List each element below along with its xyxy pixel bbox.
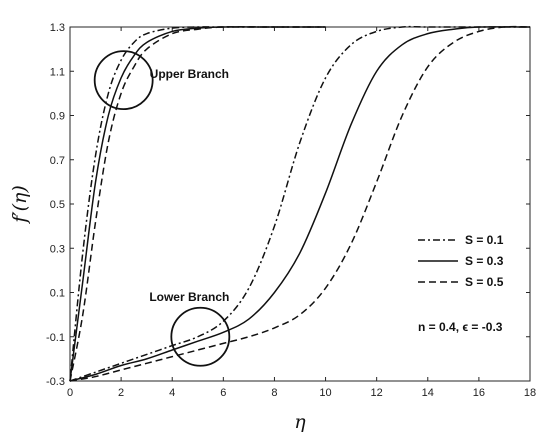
y-tick-label: 1.1 bbox=[50, 66, 65, 78]
y-axis-label: f′(η) bbox=[9, 185, 31, 225]
y-tick-label: 1.3 bbox=[50, 22, 65, 34]
x-tick-label: 0 bbox=[67, 387, 73, 399]
x-tick-label: 6 bbox=[220, 387, 226, 399]
x-tick-label: 2 bbox=[118, 387, 124, 399]
parameters-text: n = 0.4, ϵ = -0.3 bbox=[418, 320, 503, 334]
plot-area bbox=[69, 26, 531, 382]
annotation-circle bbox=[170, 306, 231, 367]
x-tick-label: 10 bbox=[319, 387, 331, 399]
annotation-circle bbox=[93, 50, 154, 110]
y-tick-label: 0.3 bbox=[50, 243, 65, 255]
series-line-lower-s-0-1 bbox=[69, 25, 530, 382]
x-tick-label: 18 bbox=[524, 387, 536, 399]
x-tick-label: 4 bbox=[169, 387, 175, 399]
y-tick-label: 0.1 bbox=[50, 288, 65, 300]
series-line-upper-s-0-3 bbox=[69, 26, 326, 382]
legend-label: S = 0.3 bbox=[465, 254, 504, 268]
ticks: 0 2 4 6 8 10 12 14 16 18 -0.3 -0.1 0.1 0.3 0.5 0.7 0.9 1.… bbox=[46, 22, 536, 399]
y-tick-label: 0.9 bbox=[50, 111, 65, 123]
y-tick-label: -0.3 bbox=[46, 376, 65, 388]
x-tick-label: 12 bbox=[371, 387, 383, 399]
series-line-upper-s-0-5 bbox=[69, 26, 326, 382]
y-tick-label: 0.7 bbox=[50, 155, 65, 167]
annotations: Upper Branch Lower Branch bbox=[93, 50, 231, 367]
legend-label: S = 0.1 bbox=[465, 233, 504, 247]
annotation-label: Upper Branch bbox=[150, 67, 229, 81]
series-line-lower-s-0-3 bbox=[69, 26, 531, 382]
x-tick-label: 8 bbox=[271, 387, 277, 399]
legend-label: S = 0.5 bbox=[465, 275, 504, 289]
y-tick-label: 0.5 bbox=[50, 199, 65, 211]
series-group bbox=[69, 25, 531, 382]
legend: S = 0.1 S = 0.3 S = 0.5 bbox=[418, 233, 504, 289]
series-line-lower-s-0-5 bbox=[69, 25, 531, 382]
x-tick-label: 16 bbox=[473, 387, 485, 399]
x-tick-label: 14 bbox=[422, 387, 434, 399]
x-axis-label: η bbox=[294, 411, 306, 433]
annotation-label: Lower Branch bbox=[149, 290, 229, 304]
y-tick-label: -0.1 bbox=[46, 332, 65, 344]
